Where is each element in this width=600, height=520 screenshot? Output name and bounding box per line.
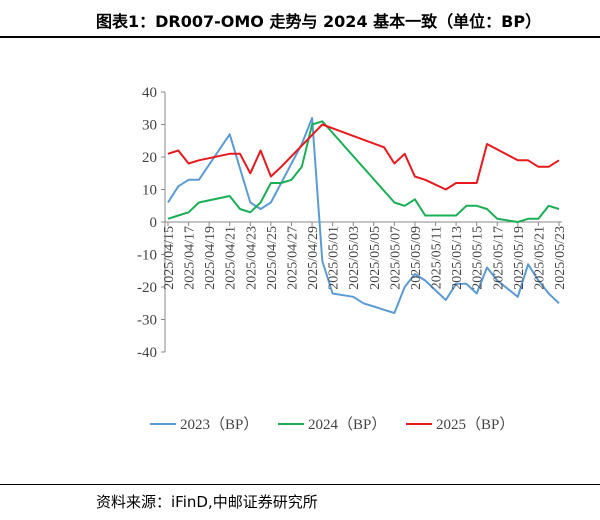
x-tick-label: 2025/04/19 <box>203 226 218 290</box>
y-tick-label: 40 <box>142 85 157 101</box>
x-tick-label: 2025/05/23 <box>553 226 568 290</box>
legend-label-3: 2025（BP） <box>436 416 514 433</box>
legend-label-2: 2024（BP） <box>308 416 386 433</box>
y-tick-label: -30 <box>137 313 157 329</box>
chart-tick-labels: 40 30 20 10 0 -10 -20 -30 -40 2025/04/15 2025/04/1… <box>137 85 568 361</box>
series-line-2 <box>167 120 560 223</box>
source-note: 资料来源：iFinD,中邮证券研究所 <box>96 493 318 511</box>
y-tick-label: -10 <box>137 248 157 264</box>
line-chart: 40 30 20 10 0 -10 -20 -30 -40 2025/04/15 2025/04/1… <box>0 36 600 476</box>
x-tick-label: 2025/05/11 <box>430 226 445 289</box>
source-bar: 资料来源：iFinD,中邮证券研究所 <box>0 484 600 520</box>
legend-label-1: 2023（BP） <box>180 416 258 433</box>
figure-title: 图表1：DR007-OMO 走势与 2024 基本一致（单位：BP） <box>96 12 542 31</box>
series-line-1 <box>167 117 560 314</box>
x-tick-label: 2025/05/15 <box>471 226 486 290</box>
x-tick-label: 2025/04/25 <box>265 226 280 290</box>
x-tick-label: 2025/05/01 <box>327 226 342 290</box>
y-tick-label: 30 <box>142 118 157 134</box>
x-tick-label: 2025/04/29 <box>306 226 321 290</box>
y-tick-label: -20 <box>137 280 157 296</box>
x-tick-label: 2025/05/07 <box>388 226 403 290</box>
chart-series <box>167 117 560 314</box>
y-tick-label: 10 <box>142 183 157 199</box>
title-bar: 图表1：DR007-OMO 走势与 2024 基本一致（单位：BP） <box>0 0 600 38</box>
y-tick-label: -40 <box>137 345 157 361</box>
x-tick-label: 2025/05/17 <box>491 226 506 290</box>
x-tick-label: 2025/04/27 <box>285 226 300 290</box>
x-tick-label: 2025/05/05 <box>368 226 383 290</box>
x-tick-label: 2025/05/13 <box>450 226 465 290</box>
x-tick-label: 2025/04/23 <box>244 226 259 290</box>
chart-svg: 40 30 20 10 0 -10 -20 -30 -40 2025/04/15 2025/04/1… <box>137 85 568 433</box>
x-tick-label: 2025/05/03 <box>347 226 362 290</box>
x-tick-label: 2025/05/21 <box>532 226 547 290</box>
x-tick-label: 2025/05/19 <box>512 226 527 290</box>
x-tick-label: 2025/04/17 <box>183 226 198 290</box>
x-tick-label: 2025/05/09 <box>409 226 424 290</box>
chart-legend: 2023（BP） 2024（BP） 2025（BP） <box>150 416 514 433</box>
series-line-3 <box>167 123 560 191</box>
y-tick-label: 0 <box>150 215 158 231</box>
x-tick-label: 2025/04/15 <box>162 226 177 290</box>
x-tick-label: 2025/04/21 <box>224 226 239 290</box>
y-tick-label: 20 <box>142 150 157 166</box>
chart-axes <box>161 91 562 353</box>
